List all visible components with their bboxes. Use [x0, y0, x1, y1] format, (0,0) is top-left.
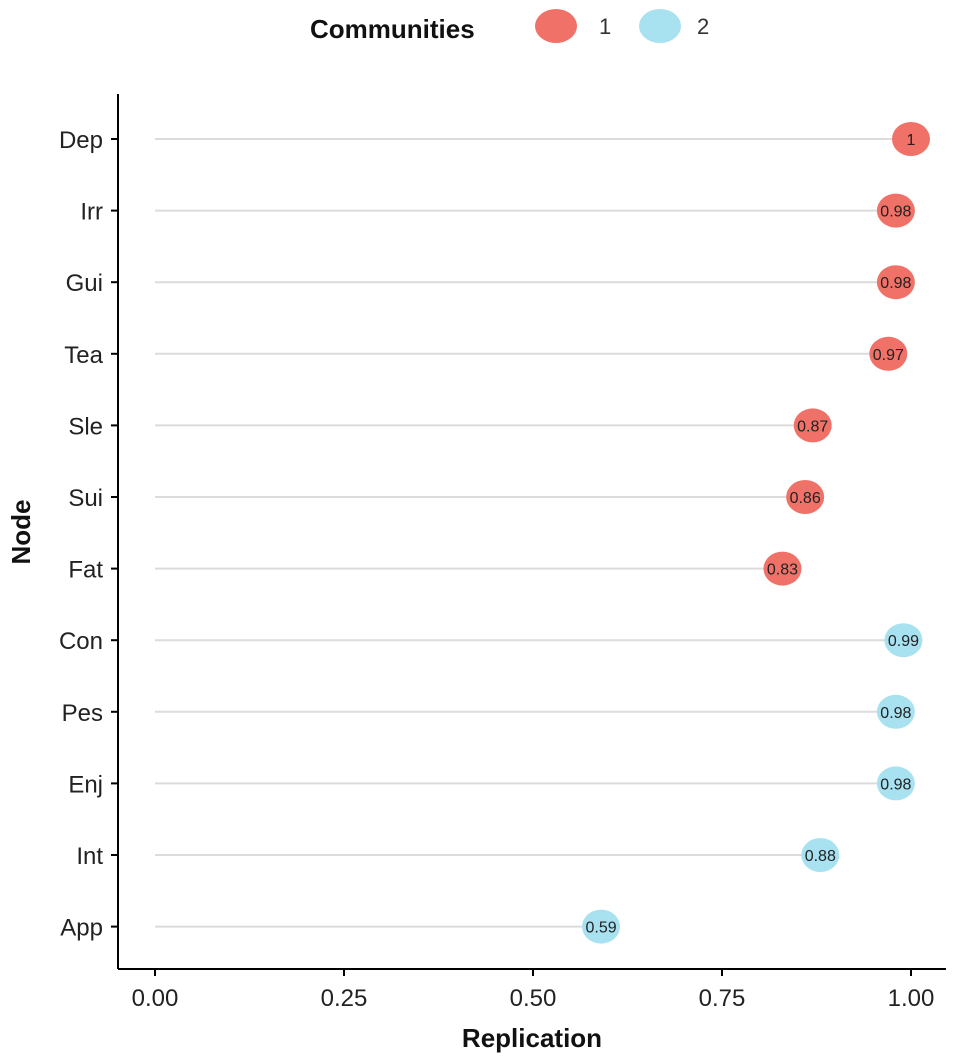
x-tick-label-1: 0.25: [321, 985, 368, 1012]
point-pes: [876, 694, 915, 729]
y-tick-label-app: App: [60, 915, 103, 942]
point-int: [801, 838, 840, 872]
x-tick-label-0: 0.00: [132, 985, 179, 1012]
gridlines: [155, 138, 911, 928]
point-label-sle: 0.87: [797, 418, 828, 435]
point-label-tea: 0.97: [873, 347, 904, 364]
point-label-int: 0.88: [805, 848, 836, 865]
point-label-gui: 0.98: [880, 275, 911, 292]
point-dep: [892, 122, 930, 156]
y-tick-label-enj: Enj: [68, 771, 103, 798]
x-axis-ticks: 0.00 0.25 0.50 0.75 1.00: [132, 969, 935, 1012]
point-label-dep: 1: [907, 132, 916, 149]
legend-label-1: 1: [599, 14, 611, 39]
legend-label-2: 2: [697, 14, 709, 39]
y-tick-label-tea: Tea: [64, 342, 103, 369]
point-label-enj: 0.98: [880, 776, 911, 793]
point-label-fat: 0.83: [767, 562, 798, 579]
x-tick-label-4: 1.00: [888, 985, 935, 1012]
legend-swatch-1: [535, 9, 577, 43]
legend-title: Communities: [310, 14, 475, 44]
point-label-app: 0.59: [585, 920, 616, 937]
y-tick-label-con: Con: [59, 628, 103, 655]
point-sle: [793, 408, 832, 443]
y-tick-label-pes: Pes: [62, 700, 103, 727]
point-label-irr: 0.98: [880, 204, 911, 221]
y-tick-label-gui: Gui: [66, 270, 103, 297]
x-axis-title: Replication: [462, 1023, 602, 1053]
legend-swatch-2: [639, 9, 681, 43]
x-tick-label-3: 0.75: [699, 985, 746, 1012]
point-fat: [763, 551, 802, 586]
point-label-sui: 0.86: [790, 490, 821, 507]
point-app: [582, 909, 621, 944]
y-tick-label-sle: Sle: [68, 413, 103, 440]
y-tick-label-fat: Fat: [68, 557, 103, 584]
point-label-pes: 0.98: [880, 705, 911, 722]
y-tick-label-sui: Sui: [68, 485, 103, 512]
point-con: [884, 623, 923, 658]
y-tick-label-irr: Irr: [80, 199, 103, 226]
y-tick-label-int: Int: [76, 843, 103, 870]
point-tea: [869, 336, 908, 371]
y-axis-ticks: Dep Irr Gui Tea Sle Sui Fat Con Pes Enj Int App: [59, 127, 118, 942]
point-enj: [876, 766, 915, 801]
point-irr: [876, 193, 915, 228]
data-points: 1 0.98 0.98 0.97 0.87 0.86 0.83 0.99 0.98 0.98 0.8…: [582, 122, 930, 944]
point-sui: [786, 480, 825, 514]
point-label-con: 0.99: [888, 633, 919, 650]
x-tick-label-2: 0.50: [510, 985, 557, 1012]
y-axis-title: Node: [6, 500, 36, 565]
point-gui: [876, 265, 915, 300]
y-tick-label-dep: Dep: [59, 127, 103, 154]
